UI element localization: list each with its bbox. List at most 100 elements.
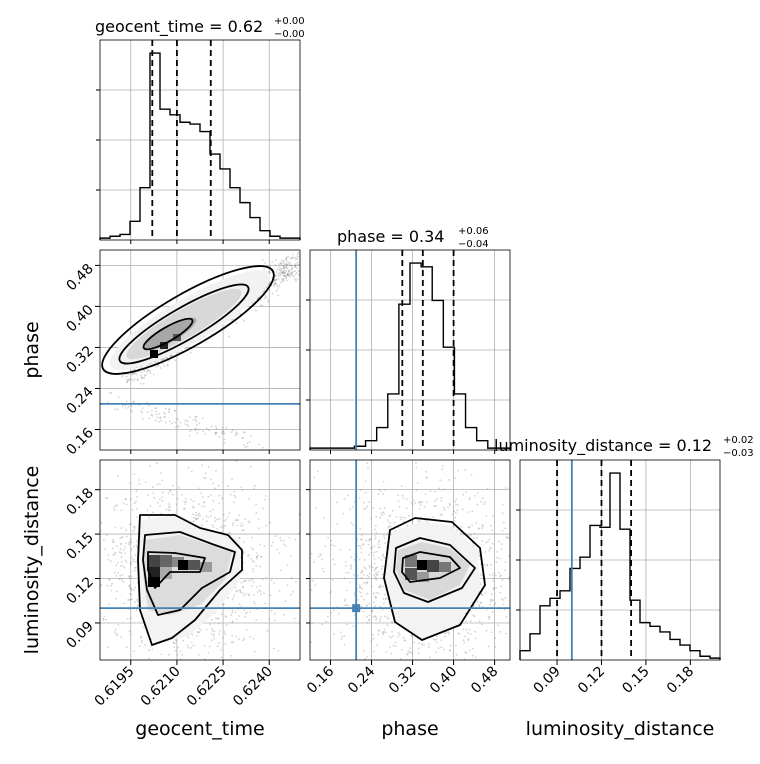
scatter-point (133, 502, 136, 505)
scatter-point (198, 512, 201, 515)
scatter-point (234, 519, 237, 522)
scatter-point (163, 365, 166, 368)
scatter-point (372, 601, 375, 604)
scatter-point (313, 561, 316, 563)
scatter-point (489, 573, 491, 576)
scatter-point (492, 599, 494, 601)
scatter-point (479, 562, 482, 565)
scatter-point (254, 484, 256, 487)
scatter-point (199, 514, 202, 517)
scatter-point (273, 282, 276, 285)
scatter-point (238, 638, 240, 641)
scatter-point (366, 505, 369, 508)
contour-middle (118, 283, 250, 365)
scatter-point (135, 373, 138, 376)
scatter-point (353, 592, 356, 594)
scatter-point (445, 631, 448, 634)
scatter-point (457, 469, 459, 472)
scatter-point (374, 615, 377, 618)
scatter-point (248, 497, 251, 500)
scatter-point (365, 539, 368, 542)
scatter-point (467, 526, 470, 529)
scatter-point (444, 632, 446, 635)
scatter-point (159, 417, 162, 419)
hist-luminosity-distance-panel: 0.09 0.12 0.15 0.18 (516, 459, 721, 697)
scatter-point (503, 569, 506, 571)
scatter-point (352, 524, 355, 526)
scatter-point (129, 409, 132, 412)
scatter-point (302, 265, 304, 267)
scatter-point (369, 538, 372, 540)
scatter-point (102, 618, 105, 621)
scatter-point (258, 589, 261, 592)
scatter-point (333, 563, 336, 566)
scatter-point (103, 615, 106, 618)
scatter-point (127, 378, 130, 381)
scatter-point (410, 634, 413, 636)
scatter-point (384, 631, 387, 634)
scatter-point (417, 652, 420, 654)
scatter-point (135, 544, 138, 547)
scatter-point (273, 279, 276, 282)
scatter-point (292, 590, 294, 593)
scatter-point (176, 653, 179, 656)
scatter-point (487, 540, 489, 543)
scatter-point (361, 570, 364, 573)
scatter-point (472, 614, 475, 617)
scatter-point (246, 442, 249, 444)
scatter-point (110, 560, 112, 563)
scatter-point (388, 635, 391, 638)
scatter-point (140, 376, 143, 378)
scatter-point (125, 561, 128, 564)
scatter-point (280, 262, 282, 265)
scatter-point (182, 508, 185, 510)
scatter-point (515, 567, 517, 569)
scatter-point (161, 358, 164, 360)
panel-frame (99, 249, 301, 451)
scatter-point (486, 563, 488, 566)
scatter-point (165, 356, 168, 359)
scatter-point (279, 269, 282, 272)
scatter-point (294, 263, 297, 266)
scatter-point (154, 407, 157, 410)
scatter-point (116, 545, 118, 547)
scatter-point (366, 615, 368, 618)
scatter-point (261, 304, 264, 307)
scatter-point (397, 631, 400, 634)
scatter-point (358, 497, 361, 500)
scatter-point (294, 270, 296, 273)
scatter-point (128, 575, 131, 578)
scatter-point (140, 366, 143, 369)
scatter-point (132, 650, 135, 653)
scatter-point (469, 633, 472, 635)
scatter-point (463, 635, 466, 638)
scatter-point (371, 547, 374, 549)
scatter-point (439, 479, 442, 481)
scatter-point (285, 279, 288, 282)
scatter-point (266, 688, 268, 690)
scatter-point (196, 635, 198, 637)
scatter-point (461, 508, 464, 511)
scatter-point (176, 497, 179, 500)
scatter-point (129, 584, 132, 587)
scatter-point (125, 542, 127, 545)
scatter-point (304, 562, 306, 564)
scatter-point (168, 653, 170, 656)
scatter-point (119, 537, 122, 540)
scatter-point (375, 597, 377, 599)
scatter-point (493, 577, 495, 580)
scatter-point (122, 405, 124, 408)
scatter-point (121, 579, 123, 582)
scatter-point (113, 631, 116, 633)
scatter-point (493, 572, 496, 575)
scatter-point (174, 452, 176, 454)
scatter-point (268, 617, 270, 620)
scatter-point (469, 620, 472, 623)
scatter-point (274, 279, 276, 282)
scatter-point (187, 467, 190, 469)
scatter-point (162, 362, 165, 365)
scatter-point (454, 516, 456, 519)
scatter-point (242, 436, 245, 439)
scatter-point (527, 610, 529, 612)
scatter-point (184, 423, 187, 425)
